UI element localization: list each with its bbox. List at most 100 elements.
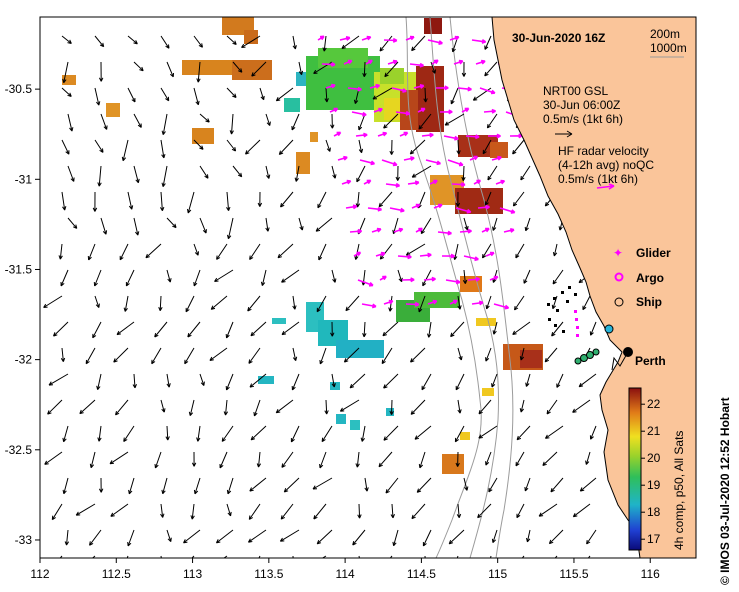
sst-patch (458, 135, 498, 157)
model-velocity-arrow (225, 321, 234, 339)
model-velocity-arrow (589, 321, 597, 336)
lon-tick-label: 112.5 (102, 567, 131, 581)
model-velocity-arrow (196, 61, 201, 83)
longitude-axis: 112 112.5 113 113.5 114 114.5 115 115.5 116 (30, 558, 660, 581)
model-velocity-arrow (223, 399, 229, 416)
hf-radar-arrow (321, 61, 336, 67)
hf-radar-arrow (333, 131, 342, 137)
model-velocity-arrow (524, 217, 531, 232)
hf-radar-arrow (503, 228, 515, 233)
model-velocity-arrow (123, 425, 135, 443)
model-velocity-arrow (364, 477, 369, 492)
model-velocity-arrow (512, 321, 531, 335)
model-velocity-arrow (119, 243, 129, 261)
sst-patch (284, 98, 300, 112)
model-velocity-arrow (515, 243, 525, 259)
model-velocity-arrow (250, 425, 267, 441)
lon-tick-label: 116 (641, 567, 660, 581)
model-velocity-arrow (422, 529, 432, 547)
model-velocity-arrow (382, 321, 399, 337)
sst-patch (424, 18, 442, 34)
hf-radar-arrow (467, 276, 481, 282)
credit-text: © IMOS 03-Jul-2020 12:52 Hobart (718, 397, 732, 585)
sst-patch (192, 128, 214, 144)
model-velocity-arrow (463, 217, 469, 231)
hf-radar-arrow (393, 227, 404, 233)
hf-radar-arrow (345, 204, 358, 210)
sst-patch (296, 72, 306, 86)
model-velocity-arrow (89, 451, 96, 469)
hf-radar-arrow (379, 275, 387, 281)
model-velocity-arrow (216, 243, 228, 260)
model-velocity-arrow (457, 295, 462, 310)
model-velocity-arrow (127, 87, 136, 103)
model-velocity-arrow (546, 399, 558, 415)
model-velocity-arrow (292, 347, 298, 362)
model-velocity-arrow (455, 451, 460, 467)
radar-legend-arrow (596, 185, 615, 189)
lon-tick-label: 113 (183, 567, 202, 581)
colorbar-ticks: 17 18 19 20 21 22 (641, 397, 661, 546)
model-velocity-arrow (161, 477, 168, 495)
model-velocity-arrow (225, 373, 234, 391)
model-velocity-arrow (62, 477, 69, 495)
model-velocity-arrow (133, 165, 140, 184)
model-velocity-arrow (226, 139, 237, 152)
sst-patch (232, 60, 272, 80)
model-velocity-arrow (410, 399, 426, 415)
model-velocity-arrow (253, 399, 261, 417)
model-velocity-arrow (145, 243, 162, 259)
hf-radar-arrow (443, 135, 459, 141)
model-velocity-arrow (62, 61, 69, 84)
lon-tick-label: 113.5 (254, 567, 283, 581)
model-velocity-arrow (248, 503, 261, 520)
model-velocity-arrow (257, 191, 263, 207)
model-velocity-arrow (94, 87, 101, 106)
model-velocity-arrow (484, 191, 492, 206)
hf-radar-arrow (471, 39, 487, 44)
hf-radar-arrow (423, 276, 436, 282)
hf-radar-arrow (377, 131, 388, 137)
depth-label-1000: 1000m (650, 41, 687, 55)
hf-radar-arrows (317, 35, 523, 310)
model-velocity-arrow (151, 347, 162, 365)
hf-radar-arrow (463, 255, 479, 262)
colorbar-label: 4h comp, p50, All Sats (672, 431, 686, 550)
hf-radar-arrow (493, 303, 510, 310)
sst-patch (258, 376, 274, 384)
model-velocity-arrow (331, 269, 337, 283)
model-velocity-arrow (187, 191, 195, 214)
model-velocity-arrow (259, 87, 265, 101)
sst-patch (106, 103, 120, 117)
model-velocity-arrow (482, 139, 492, 155)
model-velocity-arrow (291, 373, 300, 391)
colorbar-gradient (628, 387, 642, 551)
map-title: 30-Jun-2020 16Z (512, 31, 605, 45)
model-velocity-arrow (455, 373, 465, 391)
model-velocity-arrow (330, 321, 335, 337)
model-velocity-arrow (345, 295, 360, 312)
model-velocity-arrow (331, 373, 336, 388)
model-velocity-arrow (226, 477, 234, 495)
glider-track-2 (574, 310, 579, 337)
ship-point (574, 357, 582, 365)
hf-radar-arrow (457, 86, 472, 92)
model-velocity-arrow (85, 347, 96, 365)
model-velocity-arrow (552, 269, 564, 285)
hf-radar-arrow (429, 179, 438, 185)
hf-radar-arrow (475, 59, 486, 65)
model-velocity-arrow (232, 61, 243, 73)
model-velocity-arrow (128, 477, 135, 495)
model-velocity-arrow (215, 529, 234, 544)
model-velocity-arrow (193, 243, 199, 256)
model-velocity-arrow (226, 35, 237, 45)
model-velocity-arrow (188, 399, 195, 417)
plot-frame (39, 16, 697, 559)
radar-legend-line1: HF radar velocity (558, 144, 649, 158)
model-velocity-arrow (251, 61, 267, 77)
model-velocity-arrow (315, 217, 333, 232)
model-velocity-arrow (100, 113, 108, 130)
model-velocity-arrow (260, 269, 267, 287)
model-velocity-arrow (358, 139, 364, 154)
model-velocity-arrow (318, 243, 327, 261)
